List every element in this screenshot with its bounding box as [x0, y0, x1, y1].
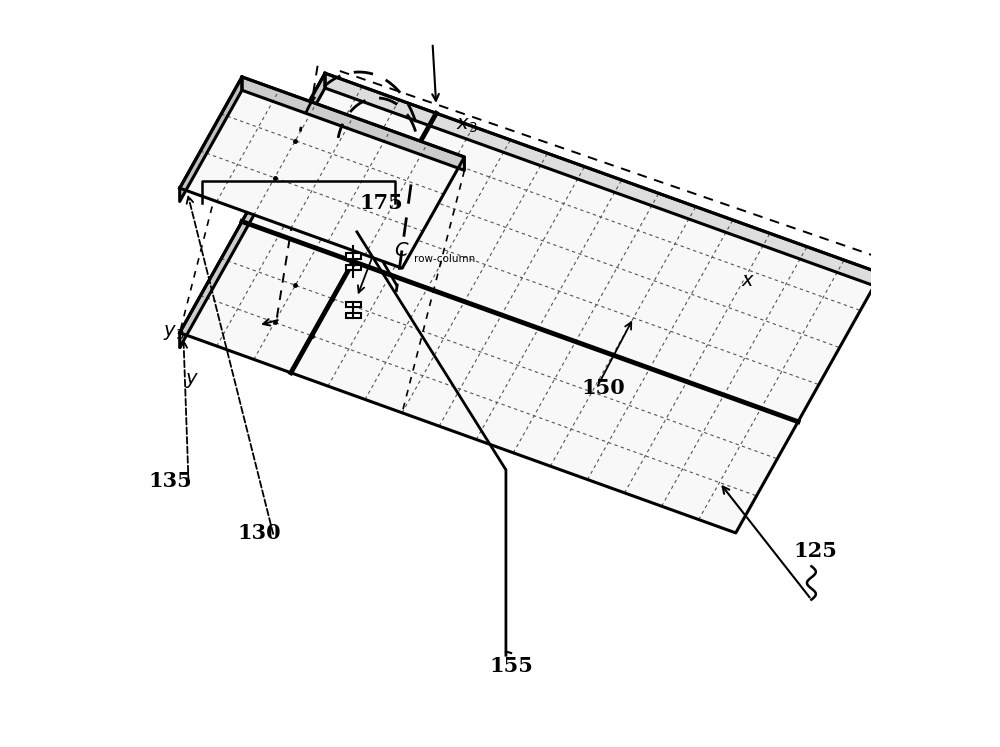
Text: 125: 125: [793, 542, 837, 562]
Polygon shape: [180, 73, 881, 533]
Polygon shape: [180, 77, 242, 202]
Text: 130: 130: [237, 523, 281, 543]
Polygon shape: [325, 73, 881, 288]
Polygon shape: [180, 77, 464, 268]
Text: $y$: $y$: [185, 371, 199, 391]
Text: $y_3$: $y_3$: [163, 323, 185, 342]
Text: 150: 150: [582, 378, 626, 398]
Polygon shape: [242, 77, 464, 170]
Text: row-column: row-column: [414, 254, 475, 264]
Text: 155: 155: [489, 657, 533, 676]
FancyBboxPatch shape: [346, 302, 361, 307]
Text: $x$: $x$: [741, 271, 755, 291]
FancyBboxPatch shape: [346, 264, 361, 270]
Polygon shape: [180, 73, 325, 347]
Text: 175: 175: [359, 193, 403, 213]
FancyBboxPatch shape: [346, 253, 361, 258]
Text: $x_3$: $x_3$: [456, 116, 477, 134]
FancyBboxPatch shape: [346, 313, 361, 318]
Text: 135: 135: [148, 471, 192, 491]
Text: $C$: $C$: [394, 241, 410, 260]
